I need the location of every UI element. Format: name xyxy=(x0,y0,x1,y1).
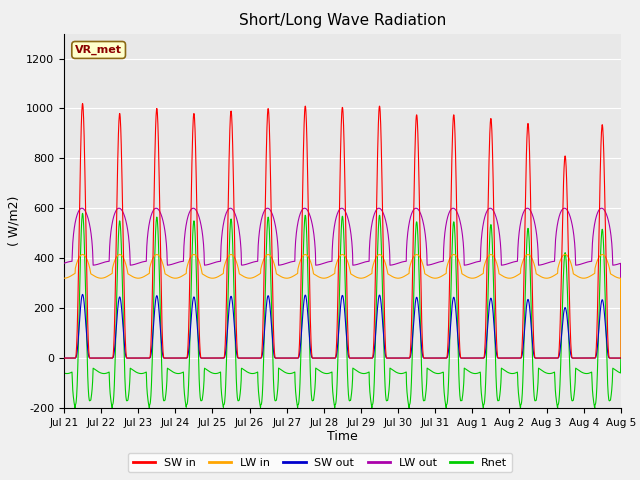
X-axis label: Time: Time xyxy=(327,431,358,444)
Text: VR_met: VR_met xyxy=(75,45,122,55)
Title: Short/Long Wave Radiation: Short/Long Wave Radiation xyxy=(239,13,446,28)
Legend: SW in, LW in, SW out, LW out, Rnet: SW in, LW in, SW out, LW out, Rnet xyxy=(128,453,512,472)
Y-axis label: ( W/m2): ( W/m2) xyxy=(8,196,20,246)
